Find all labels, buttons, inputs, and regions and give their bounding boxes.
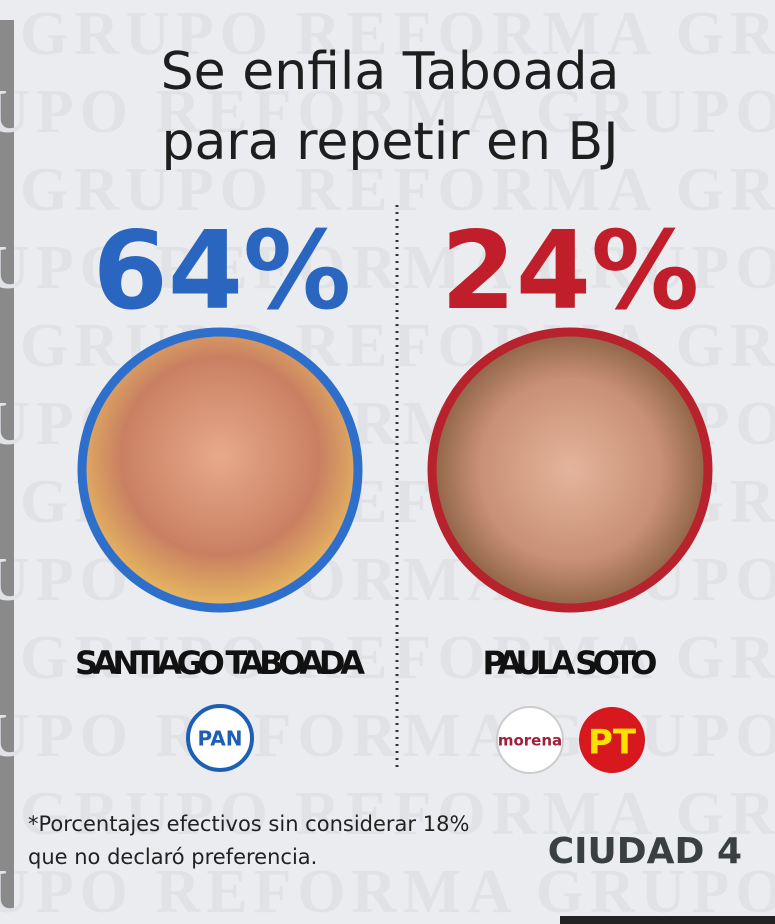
party-logo [579, 707, 645, 773]
photo [427, 327, 713, 613]
title-line: Se enfila Taboada [161, 42, 620, 102]
watermark-text: GRUPO REFORMA GRUPO REFORMA [0, 234, 775, 302]
watermark-text: GRUPO REFORMA GRUPO REFORMA [0, 78, 775, 146]
party-name: PT [588, 723, 637, 763]
bottom-bar [560, 916, 775, 924]
footnote: que no declaró preferencia. [28, 845, 317, 869]
candidate-name: PAULA SOTO [483, 644, 658, 682]
party-logo [186, 704, 254, 772]
watermark-text: GRUPO REFORMA GRUPO REFORMA [0, 858, 775, 924]
party-name: PAN [197, 727, 242, 751]
page-label: CIUDAD 4 [548, 831, 742, 872]
percent: 24% [441, 209, 700, 334]
watermark-text: GRUPO REFORMA GRUPO REFORMA [0, 702, 775, 770]
percent: 64% [93, 209, 352, 334]
watermark-text: GRUPO REFORMA GRUPO REFORMA [20, 0, 775, 68]
watermark-text: GRUPO REFORMA GRUPO REFORMA [20, 780, 775, 848]
footnote: *Porcentajes efectivos sin considerar 18… [28, 812, 469, 836]
watermark-text: GRUPO REFORMA GRUPO REFORMA [20, 624, 775, 692]
photo [77, 327, 363, 613]
edge [0, 20, 14, 910]
party-logo [496, 706, 564, 774]
candidate-name: SANTIAGO TABOADA [75, 644, 365, 682]
party-name: morena [498, 732, 562, 750]
title-line: para repetir en BJ [161, 112, 618, 172]
